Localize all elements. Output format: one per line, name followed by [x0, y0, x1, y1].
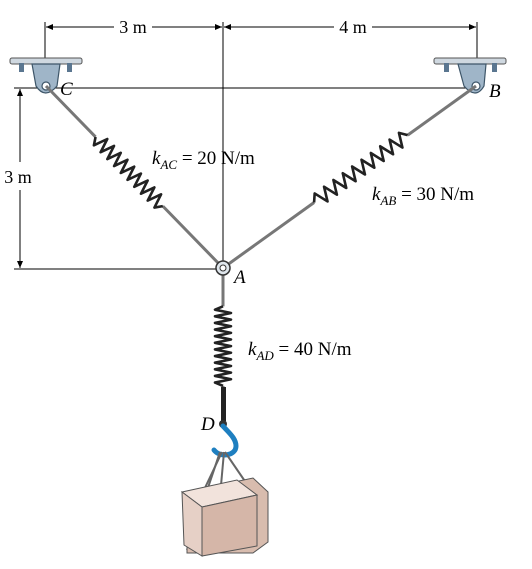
- spring-ac: [44, 84, 225, 270]
- label-point-a: A: [232, 267, 246, 288]
- rod-d: [221, 387, 226, 421]
- label-spring-ad: kAD = 40 N/m: [248, 339, 352, 363]
- label-spring-ac: kAC = 20 N/m: [152, 148, 255, 172]
- spring-ac-rod-end: [161, 205, 225, 270]
- support-c: [31, 63, 61, 94]
- spring-ab: [222, 84, 477, 270]
- label-point-d: D: [200, 414, 215, 435]
- spring-ab-rod-end: [222, 201, 315, 270]
- hook: [211, 423, 239, 458]
- spring-ab-rod-start: [406, 84, 477, 137]
- dim-label-right: 4 m: [339, 17, 367, 37]
- spring-ad: [213, 275, 233, 388]
- dim-label-left: 3 m: [119, 17, 147, 37]
- spring-ac-rod-start: [44, 84, 97, 139]
- bolts: [19, 63, 497, 72]
- label-spring-ab: kAB = 30 N/m: [372, 184, 474, 208]
- spring-ac-coil: [92, 136, 164, 209]
- label-point-b: B: [489, 81, 501, 102]
- spring-ad-coil: [213, 305, 233, 388]
- spring-ab-coil: [312, 131, 409, 203]
- label-point-c: C: [60, 79, 73, 100]
- box: [180, 477, 269, 557]
- dim-label-vertical: 3 m: [4, 167, 32, 187]
- ring-a-inner: [219, 264, 227, 272]
